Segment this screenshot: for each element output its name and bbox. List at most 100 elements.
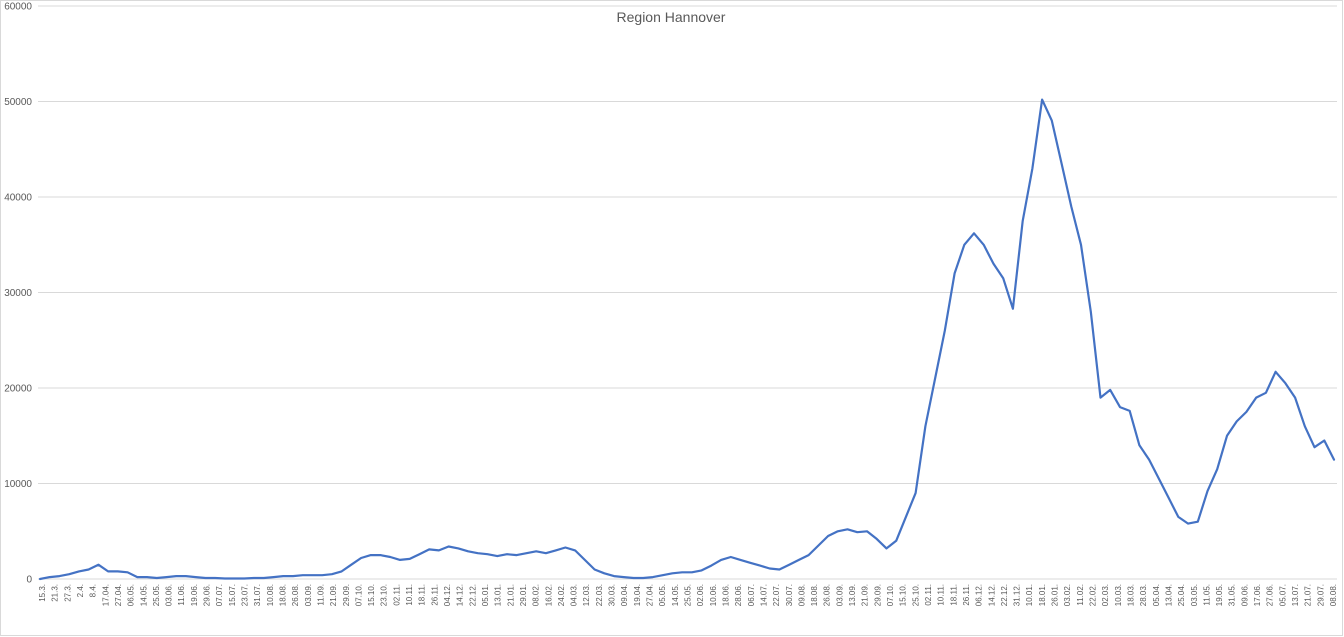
x-axis-tick-labels: 15.3. 21.3. 27.3. 2.4. 8.4. 17.04. 27.04. 06.05…	[38, 584, 1338, 606]
x-tick-label-26: 15.10.	[367, 584, 376, 606]
x-tick-label-23: 21.09.	[329, 584, 338, 606]
x-tick-label-48: 27.04.	[646, 584, 655, 606]
x-tick-label-84: 02.03.	[1101, 584, 1110, 606]
x-tick-label-77: 31.12.	[1013, 584, 1022, 606]
x-tick-label-50: 14.05.	[671, 584, 680, 606]
x-tick-label-99: 13.07.	[1291, 584, 1300, 606]
x-tick-label-22: 11.09.	[316, 584, 325, 606]
x-tick-label-54: 18.06.	[721, 584, 730, 606]
x-tick-label-71: 10.11.	[937, 584, 946, 606]
x-tick-label-68: 15.10.	[899, 584, 908, 606]
series-layer	[38, 98, 1336, 581]
x-tick-label-86: 18.03.	[1126, 584, 1135, 606]
x-tick-label-62: 26.08.	[823, 584, 832, 606]
x-tick-label-89: 13.04.	[1164, 584, 1173, 606]
x-tick-label-88: 05.04.	[1152, 584, 1161, 606]
x-tick-label-82: 11.02.	[1076, 584, 1085, 606]
x-tick-label-69: 25.10.	[911, 584, 920, 606]
x-tick-label-12: 19.06.	[190, 584, 199, 606]
x-tick-label-10: 03.06.	[165, 584, 174, 606]
x-tick-label-57: 14.07.	[759, 584, 768, 606]
x-tick-label-36: 13.01.	[494, 584, 503, 606]
x-tick-label-101: 29.07.	[1316, 584, 1325, 606]
x-tick-label-63: 03.09.	[835, 584, 844, 606]
x-tick-label-74: 06.12.	[975, 584, 984, 606]
x-tick-label-45: 30.03.	[608, 584, 617, 606]
x-tick-label-51: 25.05.	[684, 584, 693, 606]
x-tick-label-100: 21.07.	[1304, 584, 1313, 606]
x-tick-label-1: 21.3.	[51, 584, 60, 602]
x-tick-label-18: 10.08.	[266, 584, 275, 606]
x-tick-label-38: 29.01.	[519, 584, 528, 606]
x-tick-label-44: 22.03.	[595, 584, 604, 606]
x-tick-label-9: 25.05.	[152, 584, 161, 606]
x-tick-label-37: 21.01.	[506, 584, 515, 606]
x-tick-label-30: 18.11.	[418, 584, 427, 606]
x-tick-label-64: 13.09.	[848, 584, 857, 606]
y-tick-label-2: 20000	[4, 384, 32, 395]
x-tick-label-19: 18.08.	[278, 584, 287, 606]
x-tick-label-65: 21.09.	[861, 584, 870, 606]
x-tick-label-75: 14.12.	[987, 584, 996, 606]
x-tick-label-15: 15.07.	[228, 584, 237, 606]
series-line-0	[38, 98, 1336, 581]
y-tick-label-5: 50000	[4, 97, 32, 108]
x-tick-label-49: 05.05.	[658, 584, 667, 606]
y-tick-label-0: 0	[26, 575, 32, 586]
x-tick-label-5: 17.04.	[101, 584, 110, 606]
x-tick-label-78: 10.01.	[1025, 584, 1034, 606]
x-tick-label-16: 23.07.	[241, 584, 250, 606]
y-axis-tick-labels: 0 10000 20000 30000 40000 50000 60000	[4, 2, 32, 586]
x-tick-label-76: 22.12.	[1000, 584, 1009, 606]
x-tick-label-34: 22.12.	[468, 584, 477, 606]
x-tick-label-55: 28.06.	[734, 584, 743, 606]
x-tick-label-31: 26.11.	[430, 584, 439, 606]
x-tick-label-85: 10.03.	[1114, 584, 1123, 606]
x-tick-label-0: 15.3.	[38, 584, 47, 602]
y-tick-label-3: 30000	[4, 288, 32, 299]
x-tick-label-11: 11.06.	[177, 584, 186, 606]
x-tick-label-42: 04.03.	[570, 584, 579, 606]
x-tick-label-21: 03.09.	[304, 584, 313, 606]
x-tick-label-72: 18.11.	[949, 584, 958, 606]
x-tick-label-29: 10.11.	[405, 584, 414, 606]
x-tick-label-25: 07.10.	[354, 584, 363, 606]
x-tick-label-53: 10.06.	[709, 584, 718, 606]
x-tick-label-60: 09.08.	[797, 584, 806, 606]
x-tick-label-95: 09.06.	[1240, 584, 1249, 606]
x-tick-label-70: 02.11.	[924, 584, 933, 606]
x-tick-label-79: 18.01.	[1038, 584, 1047, 606]
x-tick-label-28: 02.11.	[392, 584, 401, 606]
x-tick-label-102: 08.08.	[1329, 584, 1338, 606]
x-tick-label-56: 06.07.	[747, 584, 756, 606]
x-tick-label-35: 05.01.	[481, 584, 490, 606]
x-tick-label-52: 02.06.	[696, 584, 705, 606]
x-tick-label-94: 31.05.	[1228, 584, 1237, 606]
x-tick-label-8: 14.05.	[139, 584, 148, 606]
x-tick-label-66: 29.09.	[873, 584, 882, 606]
x-tick-label-98: 05.07.	[1278, 584, 1287, 606]
x-tick-label-3: 2.4.	[76, 584, 85, 597]
x-tick-label-96: 17.06.	[1253, 584, 1262, 606]
x-tick-label-39: 08.02.	[532, 584, 541, 606]
x-tick-label-4: 8.4.	[89, 584, 98, 597]
x-tick-label-61: 18.08.	[810, 584, 819, 606]
y-tick-label-1: 10000	[4, 479, 32, 490]
x-tick-label-91: 03.05.	[1190, 584, 1199, 606]
x-tick-label-93: 19.05.	[1215, 584, 1224, 606]
x-tick-label-20: 26.08.	[291, 584, 300, 606]
x-tick-label-90: 25.04.	[1177, 584, 1186, 606]
x-tick-label-27: 23.10.	[380, 584, 389, 606]
x-tick-label-14: 07.07.	[215, 584, 224, 606]
x-tick-label-43: 12.03.	[582, 584, 591, 606]
chart-title: Region Hannover	[617, 9, 726, 25]
y-tick-label-4: 40000	[4, 193, 32, 204]
x-tick-label-80: 26.01.	[1051, 584, 1060, 606]
x-tick-label-17: 31.07.	[253, 584, 262, 606]
x-tick-label-13: 29.06.	[203, 584, 212, 606]
x-tick-label-73: 26.11.	[962, 584, 971, 606]
x-tick-label-32: 04.12.	[443, 584, 452, 606]
x-tick-label-59: 30.07.	[785, 584, 794, 606]
